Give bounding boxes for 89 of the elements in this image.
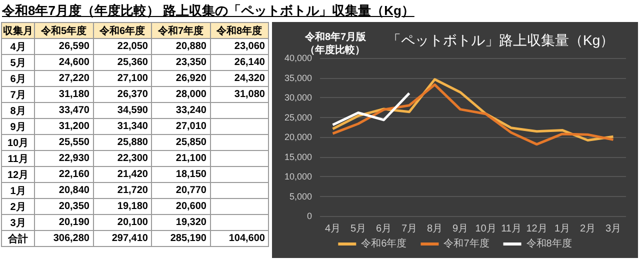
- data-label: 33,470: [34, 102, 93, 118]
- y-tick-label: 30,000: [284, 92, 312, 102]
- data-label: 285,190: [152, 230, 210, 246]
- data-label: 22,050: [93, 38, 152, 54]
- data-label: 31,180: [34, 86, 93, 102]
- data-label: 19,320: [152, 214, 210, 230]
- data-label: 25,850: [152, 134, 210, 150]
- data-label: 25,880: [93, 134, 152, 150]
- x-tick-label: 令和8年度: [210, 22, 268, 38]
- x-tick-label: 8月: [426, 224, 443, 234]
- y-tick-label: 10月: [2, 134, 34, 150]
- y-tick-label: 5,000: [289, 191, 312, 202]
- data-label: 24,600: [34, 54, 93, 70]
- y-tick-label: 25,000: [284, 112, 312, 122]
- chart-subtitle: 令和8年7月版（年度比較）: [304, 31, 368, 56]
- legend-label: 令和7年度: [444, 238, 490, 250]
- data-label: 297,410: [93, 230, 152, 246]
- y-tick-label: 2月: [2, 198, 34, 214]
- x-tick-label: 令和6年度: [93, 22, 152, 38]
- y-tick-label: 5月: [2, 54, 34, 70]
- data-label: 24,320: [210, 70, 268, 86]
- x-tick-label: 1月: [554, 224, 570, 234]
- data-label: 28,000: [152, 86, 210, 102]
- y-tick-label: 11月: [2, 150, 34, 166]
- y-tick-label: 9月: [2, 118, 34, 134]
- data-label: 21,720: [93, 182, 152, 198]
- data-label: 25,360: [93, 54, 152, 70]
- data-label: 20,350: [34, 198, 93, 214]
- data-label: 26,140: [210, 54, 268, 70]
- y-tick-label: 20,000: [284, 132, 312, 142]
- x-tick-label: 11月: [501, 224, 522, 234]
- y-tick-label: 10,000: [284, 172, 312, 182]
- data-label: 26,920: [152, 70, 210, 86]
- data-label: 31,080: [210, 86, 268, 102]
- data-label: 25,550: [34, 134, 93, 150]
- data-label: 27,220: [34, 70, 93, 86]
- data-label: 18,150: [152, 166, 210, 182]
- data-label: 22,160: [34, 166, 93, 182]
- chart-title: 令和8年7月度（年度比較） 路上収集の「ペットボトル」収集量（Kg）: [2, 2, 414, 20]
- data-label: 104,600: [210, 230, 268, 246]
- data-label: 20,840: [34, 182, 93, 198]
- data-label: 20,100: [93, 214, 152, 230]
- y-tick-label: 12月: [2, 166, 34, 182]
- legend-label: 令和6年度: [361, 238, 407, 250]
- legend-label: 令和8年度: [526, 238, 572, 250]
- x-tick-label: 7月: [401, 224, 418, 234]
- data-label: 22,930: [34, 150, 93, 166]
- y-tick-label: 35,000: [284, 72, 312, 83]
- data-label: 20,880: [152, 38, 210, 54]
- data-label: 27,010: [152, 118, 210, 134]
- data-label: 21,100: [152, 150, 210, 166]
- y-axis-title: 収集月: [2, 22, 34, 38]
- data-label: 34,590: [93, 102, 152, 118]
- data-label: 306,280: [34, 230, 93, 246]
- x-tick-label: 6月: [376, 224, 392, 234]
- data-label: 19,180: [93, 198, 152, 214]
- x-tick-label: 3月: [605, 224, 622, 234]
- data-label: 27,100: [93, 70, 152, 86]
- y-tick-label: 40,000: [284, 53, 312, 63]
- data-label: 23,060: [210, 38, 268, 54]
- y-tick-label: 1月: [2, 182, 34, 198]
- x-tick-label: 令和5年度: [34, 22, 93, 38]
- x-tick-label: 10月: [475, 224, 496, 234]
- chart-title: 「ペットボトル」路上収集量（Kg）: [387, 32, 614, 48]
- data-label: 31,200: [34, 118, 93, 134]
- data-label: 21,420: [93, 166, 152, 182]
- data-label: 31,340: [93, 118, 152, 134]
- y-tick-label: 4月: [2, 38, 34, 54]
- x-tick-label: 12月: [526, 224, 548, 234]
- data-label: 26,370: [93, 86, 152, 102]
- y-tick-label: 7月: [2, 86, 34, 102]
- y-tick-label: 6月: [2, 70, 34, 86]
- line-series: [332, 92, 410, 126]
- data-label: 33,240: [152, 102, 210, 118]
- x-tick-label: 4月: [324, 224, 341, 234]
- data-label: 22,300: [93, 150, 152, 166]
- data-label: 20,190: [34, 214, 93, 230]
- y-tick-label: 15,000: [284, 152, 312, 162]
- x-tick-label: 9月: [452, 224, 468, 234]
- data-label: 20,600: [152, 198, 210, 214]
- data-label: 20,770: [152, 182, 210, 198]
- x-tick-label: 2月: [580, 224, 596, 234]
- y-tick-label: 0: [306, 211, 312, 221]
- x-tick-label: 5月: [350, 224, 366, 234]
- data-label: 23,350: [152, 54, 210, 70]
- y-tick-label: 合計: [2, 230, 34, 246]
- x-tick-label: 令和7年度: [152, 22, 210, 38]
- data-label: 26,590: [34, 38, 93, 54]
- y-tick-label: 8月: [2, 102, 34, 118]
